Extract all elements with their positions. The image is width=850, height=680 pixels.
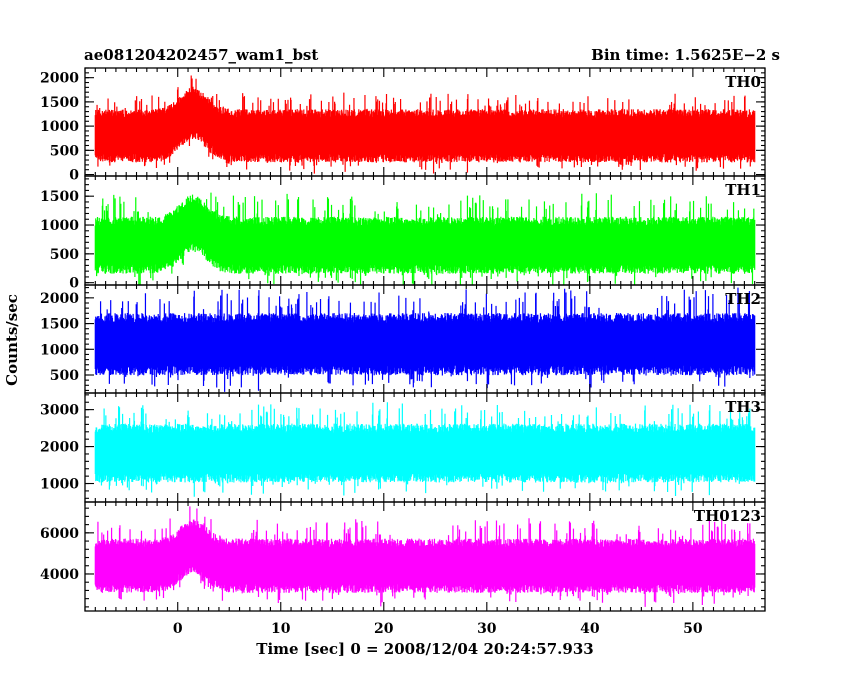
x-tick-label: 30 [477, 621, 497, 637]
panel-label: TH2 [725, 290, 761, 308]
series-line-th0 [94, 75, 756, 174]
chart-title-right: Bin time: 1.5625E−2 s [591, 46, 780, 64]
panel-th1: 0 500 1000 1500 TH1 [40, 175, 766, 292]
y-tick-label: 2000 [40, 440, 79, 456]
x-tick-label: 0 [173, 621, 183, 637]
y-tick-label: 1000 [40, 119, 79, 135]
y-tick-label: 1000 [40, 218, 79, 234]
y-tick-label: 2000 [40, 291, 79, 307]
y-tick-label: 0 [69, 276, 79, 292]
y-axis-label: Counts/sec [3, 294, 21, 386]
y-tick-label: 2000 [40, 71, 79, 87]
y-tick-label: 1500 [40, 317, 79, 333]
panel-th2: 500 1000 1500 2000 TH2 [40, 284, 766, 394]
panel-th0123: 4000 6000 TH0123 [40, 501, 766, 612]
y-tick-label: 500 [50, 247, 79, 263]
series-line-th1 [94, 192, 756, 285]
x-tick-label: 20 [374, 621, 394, 637]
panel-label: TH0 [725, 73, 761, 91]
series-line-th3 [94, 402, 756, 497]
panel-th0: 0 500 1000 1500 2000 TH0 [40, 67, 766, 184]
y-tick-label: 1500 [40, 189, 79, 205]
series-line-th0123 [94, 506, 756, 607]
series-line-th2 [94, 287, 756, 393]
y-tick-label: 1000 [40, 477, 79, 493]
y-tick-label: 1000 [40, 342, 79, 358]
x-axis-label: Time [sec] 0 = 2008/12/04 20:24:57.933 [256, 640, 593, 658]
y-tick-label: 4000 [40, 567, 79, 583]
x-tick-label: 50 [683, 621, 703, 637]
x-tick-label: 40 [580, 621, 600, 637]
panel-label: TH0123 [694, 507, 761, 525]
y-tick-label: 3000 [40, 403, 79, 419]
chart-title-left: ae081204202457_wam1_bst [84, 46, 318, 64]
y-tick-label: 6000 [40, 526, 79, 542]
x-tick-label: 10 [271, 621, 291, 637]
y-tick-label: 0 [69, 168, 79, 184]
panel-label: TH1 [725, 181, 761, 199]
y-tick-label: 500 [50, 143, 79, 159]
panel-th3: 1000 2000 3000 TH3 [40, 392, 766, 503]
panel-label: TH3 [725, 398, 761, 416]
y-tick-label: 500 [50, 368, 79, 384]
y-tick-label: 1500 [40, 95, 79, 111]
